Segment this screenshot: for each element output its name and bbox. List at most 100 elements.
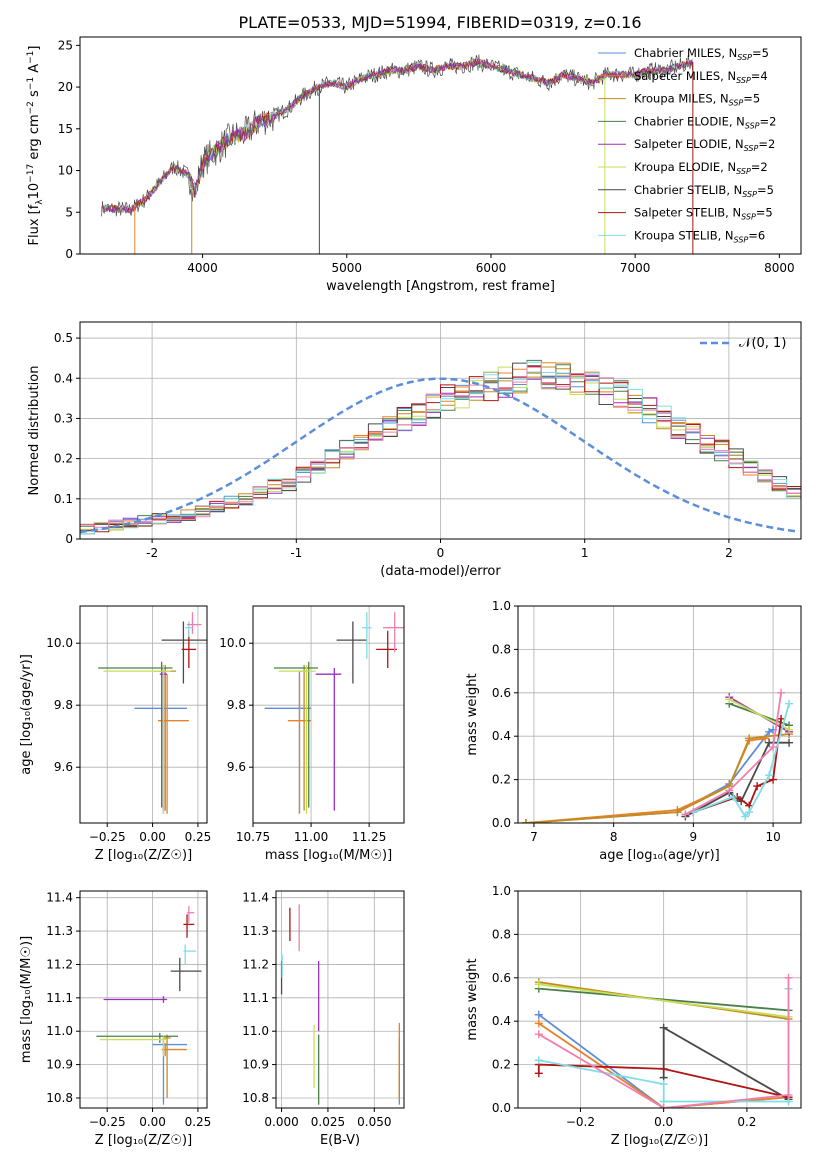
errorbar-point-salpeter_miles	[287, 674, 312, 814]
errorbar-point-salpeter_miles	[158, 674, 189, 814]
x-tick-label: 7	[530, 830, 538, 844]
series-marker	[753, 782, 762, 791]
legend-label: Chabrier ELODIE, NSSP=2	[634, 114, 776, 130]
axes-age_vs_Z: −0.25 0.00 0.25 9.6 9.8 10.0 Z [log₁₀(Z/Z☉)] ag…	[19, 605, 211, 863]
y-tick-label: 0.1	[54, 492, 73, 506]
series-marker	[785, 738, 794, 747]
legend-text: Salpeter ELODIE, N	[634, 137, 744, 151]
legend-sub: SSP	[729, 99, 744, 108]
y-tick-label: 0.5	[54, 331, 73, 345]
series-marker	[777, 688, 786, 697]
errorbar-point-kroupa_miles	[154, 664, 177, 811]
axes-mass_vs_ebv: 0.000 0.025 0.050 10.8 10.9 11.0 11.1 11.2 11.3 1…	[242, 890, 405, 1148]
y-tick-label: 0.2	[492, 1058, 511, 1072]
label-part: Flux [f	[27, 204, 42, 245]
legend-tail: =5	[756, 206, 773, 220]
series-marker	[659, 1023, 668, 1032]
legend-tail: =2	[758, 137, 775, 151]
series-marker	[745, 808, 754, 817]
series-marker	[521, 819, 530, 823]
histogram-pink	[80, 366, 801, 539]
label-part: −1	[26, 51, 36, 64]
y-tick-label: 11.1	[242, 991, 269, 1005]
series-line-chabrier_miles	[525, 728, 774, 823]
y-axis-label: mass weight	[465, 673, 480, 755]
y-tick-label: 0.8	[492, 642, 511, 656]
y-tick-label: 11.0	[46, 1024, 73, 1038]
axes-frame	[79, 605, 208, 824]
y-tick-label: 11.2	[46, 957, 73, 971]
y-tick-label: 0.3	[54, 411, 73, 425]
legend-sub: SSP	[741, 213, 756, 222]
series-marker	[534, 1056, 543, 1065]
series-marker	[659, 1080, 668, 1089]
legend-tail: =5	[757, 183, 774, 197]
axes-frame	[275, 890, 405, 1109]
plot-area	[98, 612, 207, 814]
x-axis-label: age [log₁₀(age/yr)]	[599, 848, 720, 863]
normal-curve	[80, 377, 799, 534]
legend-label: Kroupa MILES, NSSP=5	[634, 92, 760, 108]
x-tick-label: 4000	[187, 261, 218, 275]
legend-sub: SSP	[737, 53, 752, 62]
x-tick-label: 6000	[476, 261, 507, 275]
series-marker	[729, 792, 738, 801]
errorbar-point-chabrier_miles	[152, 1037, 188, 1105]
legend-label: Salpeter STELIB, NSSP=5	[634, 206, 773, 222]
legend-label: Kroupa STELIB, NSSP=6	[634, 228, 765, 244]
label-part: −17	[26, 164, 36, 183]
x-tick-label: -2	[146, 546, 158, 560]
plot-area	[534, 973, 793, 1108]
axes-residuals: -2 -1 0 1 2 0 0.1 0.2 0.3 0.4 0.5 (data-model)/erro…	[27, 321, 802, 579]
label-part: erg cm	[27, 114, 42, 163]
legend-label: Salpeter ELODIE, NSSP=2	[634, 137, 775, 153]
series-line-kroupa_elodie	[538, 983, 789, 1018]
legend-label-normal: 𝒩(0, 1)	[739, 336, 786, 351]
y-axis-label: Normed distribution	[27, 366, 42, 496]
y-axis-label: mass [log₁₀(M/M☉)]	[19, 936, 34, 1063]
y-tick-label: 1.0	[492, 599, 511, 613]
series-marker	[769, 775, 778, 784]
x-axis-label: wavelength [Angstrom, rest frame]	[326, 279, 555, 294]
y-tick-label: 9.8	[54, 698, 73, 712]
y-tick-label: 0.4	[492, 1014, 511, 1028]
y-tick-label: 1.0	[492, 884, 511, 898]
legend-tail: =4	[751, 69, 768, 83]
series-marker	[761, 734, 770, 743]
series-line-pink	[684, 692, 782, 816]
y-tick-label: 0.8	[492, 927, 511, 941]
x-tick-label: 1	[581, 546, 589, 560]
legend-sub: SSP	[736, 167, 751, 176]
series-marker	[784, 1090, 793, 1099]
y-tick-label: 10.0	[219, 636, 246, 650]
y-tick-label: 9.6	[227, 760, 246, 774]
series-marker	[725, 695, 734, 704]
legend-sub: SSP	[745, 121, 760, 130]
axes-frame	[517, 605, 802, 824]
x-axis-label: mass [log₁₀(M/M☉)]	[265, 848, 392, 863]
y-axis-label: mass weight	[465, 958, 480, 1040]
legend-label: Chabrier STELIB, NSSP=5	[634, 183, 774, 199]
legend-label: Salpeter MILES, NSSP=4	[634, 69, 768, 85]
series-marker	[785, 725, 794, 734]
legend-tail: =2	[760, 114, 777, 128]
series-marker	[534, 1069, 543, 1078]
legend-text: Kroupa STELIB, N	[634, 228, 734, 242]
x-axis-label: (data-model)/error	[380, 564, 501, 579]
y-tick-label: 9.8	[227, 698, 246, 712]
legend-text: Salpeter STELIB, N	[634, 206, 741, 220]
label-part: −2	[26, 101, 36, 114]
axes-frame	[79, 36, 802, 255]
series-marker	[765, 738, 774, 747]
x-tick-label: 0.00	[139, 830, 166, 844]
legend-tail: =2	[751, 160, 768, 174]
spectrum-line-salpeter_elodie	[101, 58, 693, 213]
x-tick-label: 7000	[620, 261, 651, 275]
legend-sub: SSP	[742, 190, 757, 199]
y-tick-label: 0.2	[492, 773, 511, 787]
y-tick-label: 15	[58, 122, 73, 136]
errorbar-point-chabrier_elodie	[98, 661, 173, 808]
x-tick-label: 8000	[764, 261, 795, 275]
x-tick-label: 11.00	[294, 830, 328, 844]
series-marker	[745, 734, 754, 743]
